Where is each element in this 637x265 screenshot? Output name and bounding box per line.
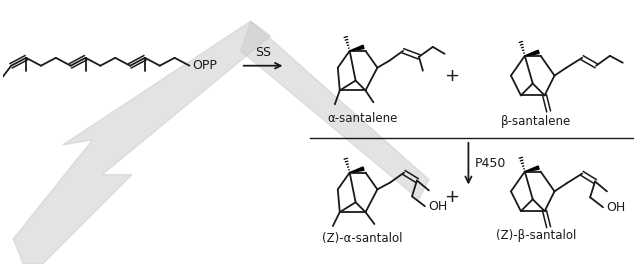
Polygon shape [525, 50, 539, 56]
Text: SS: SS [255, 46, 271, 59]
Text: (Z)-α-santalol: (Z)-α-santalol [322, 232, 403, 245]
Text: β-santalene: β-santalene [501, 115, 571, 128]
Polygon shape [350, 167, 364, 173]
Text: +: + [444, 67, 459, 85]
Polygon shape [350, 45, 364, 51]
Text: (Z)-β-santalol: (Z)-β-santalol [496, 229, 576, 242]
Polygon shape [13, 21, 271, 264]
Text: P450: P450 [475, 157, 506, 170]
Text: α-santalene: α-santalene [327, 112, 397, 125]
Polygon shape [525, 166, 539, 171]
Text: OH: OH [606, 201, 625, 214]
Polygon shape [241, 21, 429, 199]
Text: OPP: OPP [192, 59, 217, 72]
Text: +: + [444, 188, 459, 206]
Text: OH: OH [428, 200, 447, 213]
